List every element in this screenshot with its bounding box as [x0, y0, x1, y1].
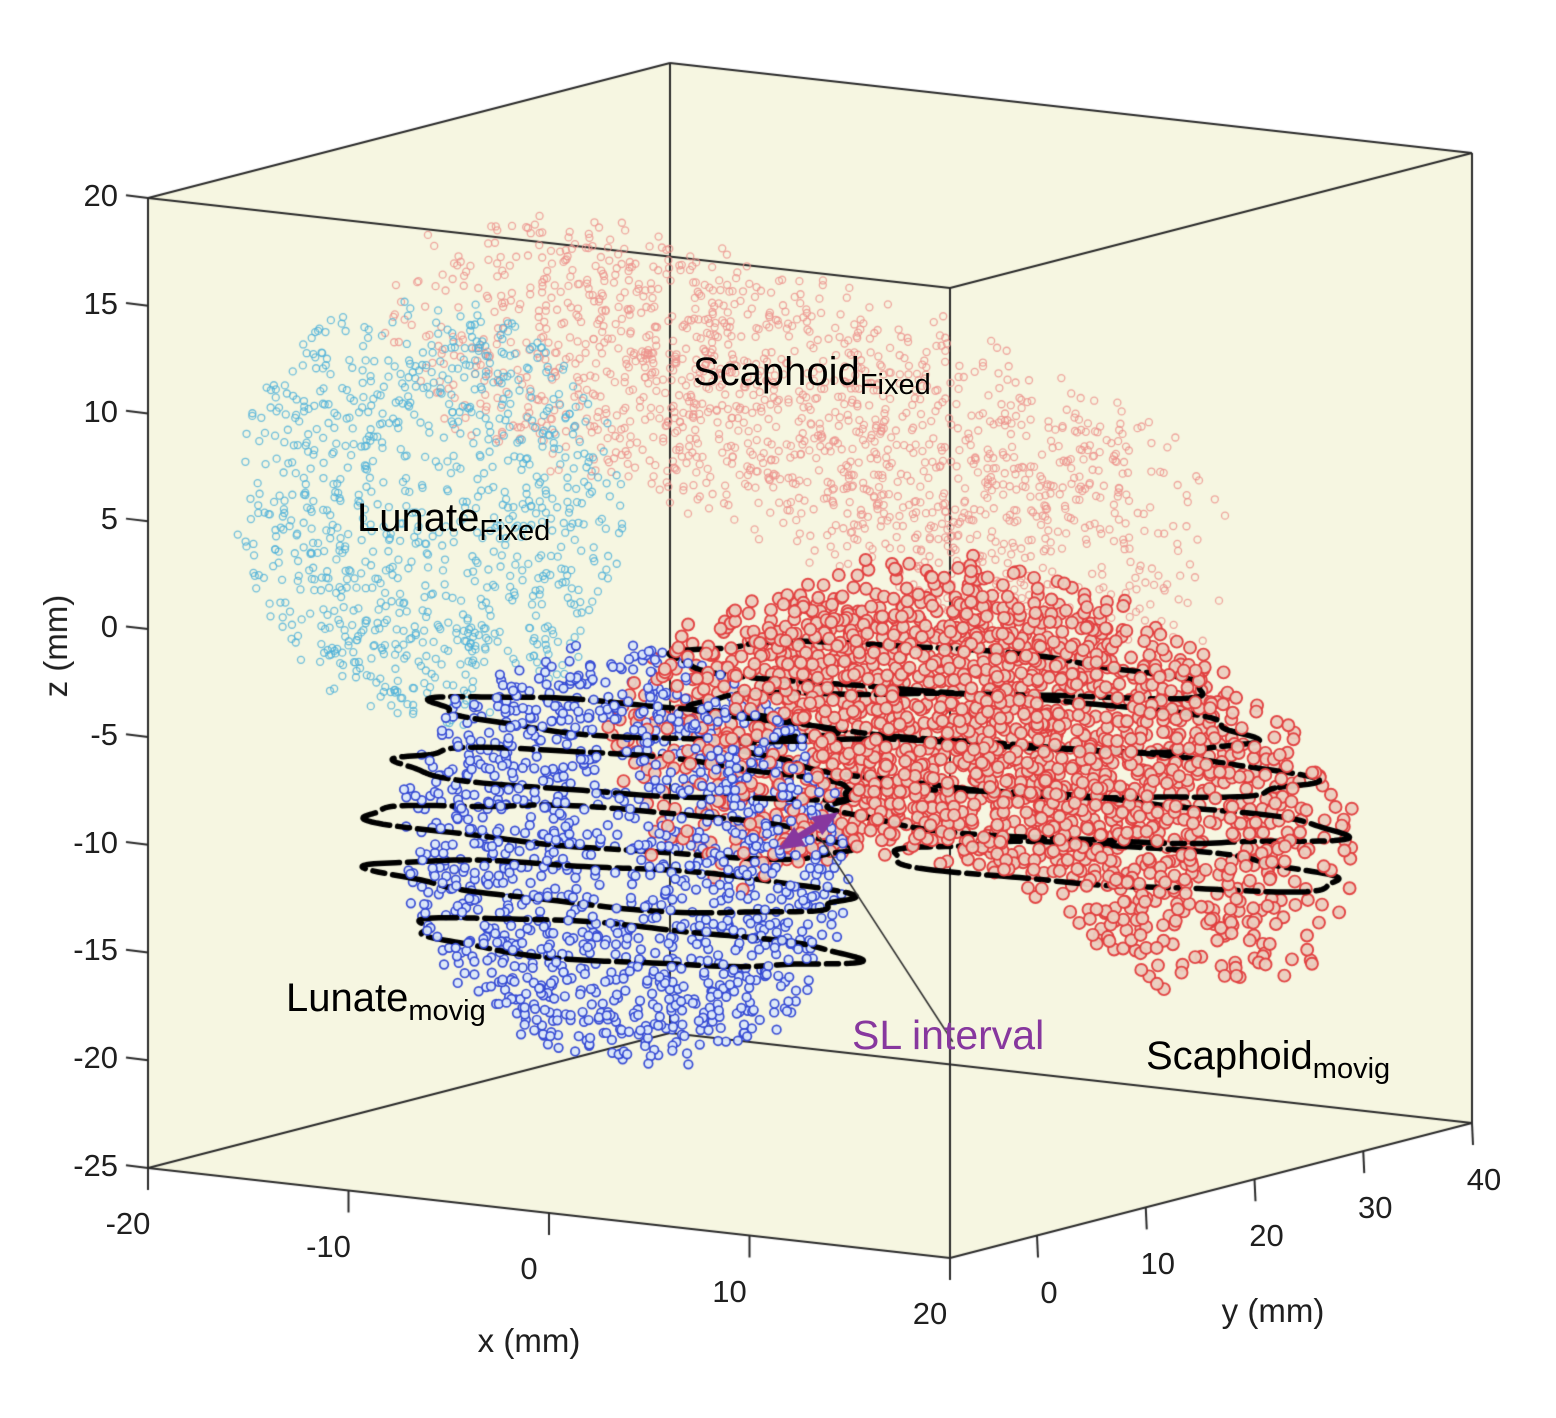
label-lunate-fixed-main: Lunate: [357, 496, 480, 540]
y-tick-label: 40: [1466, 1162, 1502, 1197]
label-lunate-moving-main: Lunate: [286, 976, 409, 1020]
x-axis-label: x (mm): [477, 1322, 581, 1359]
x-tick-label: -10: [306, 1228, 351, 1264]
label-lunate-fixed-subscript: Fixed: [479, 515, 551, 548]
z-tick-label: 0: [100, 609, 118, 645]
label-scaphoid-fixed: ScaphoidFixed: [693, 350, 931, 401]
z-tick-label: 5: [100, 501, 118, 537]
x-tick-label: -20: [105, 1206, 151, 1241]
z-tick-label: 10: [83, 393, 118, 429]
z-tick-label: -25: [73, 1148, 118, 1183]
y-axis-label: y (mm): [1221, 1292, 1325, 1329]
x-tick-label: 10: [712, 1273, 747, 1309]
label-lunate-fixed: LunateFixed: [357, 496, 550, 547]
label-lunate-moving: Lunatemovig: [286, 976, 486, 1027]
z-tick-label: -10: [73, 824, 118, 860]
label-scaphoid-moving-subscript: movig: [1312, 1053, 1391, 1086]
y-tick-label: 20: [1249, 1218, 1284, 1254]
z-tick-label: 15: [83, 285, 118, 321]
z-tick-label: -20: [73, 1040, 118, 1076]
label-scaphoid-moving-main: Scaphoid: [1146, 1034, 1313, 1078]
label-scaphoid-fixed-main: Scaphoid: [693, 350, 860, 394]
z-tick-label: 20: [83, 177, 118, 213]
y-tick-label: 30: [1358, 1190, 1393, 1226]
x-tick-label: 0: [520, 1251, 538, 1286]
label-scaphoid-fixed-subscript: Fixed: [859, 369, 931, 402]
label-lunate-moving-subscript: movig: [408, 995, 486, 1028]
y-tick-label: 0: [1040, 1274, 1058, 1310]
z-tick-label: -15: [73, 932, 118, 968]
x-tick-label: 20: [912, 1296, 948, 1331]
sl-interval-annotation-label: SL interval: [852, 1012, 1045, 1058]
z-tick-label: -5: [90, 716, 118, 752]
y-tick-label: 10: [1140, 1246, 1175, 1282]
label-scaphoid-moving: Scaphoidmovig: [1146, 1034, 1390, 1085]
z-axis-label: z (mm): [37, 594, 74, 698]
